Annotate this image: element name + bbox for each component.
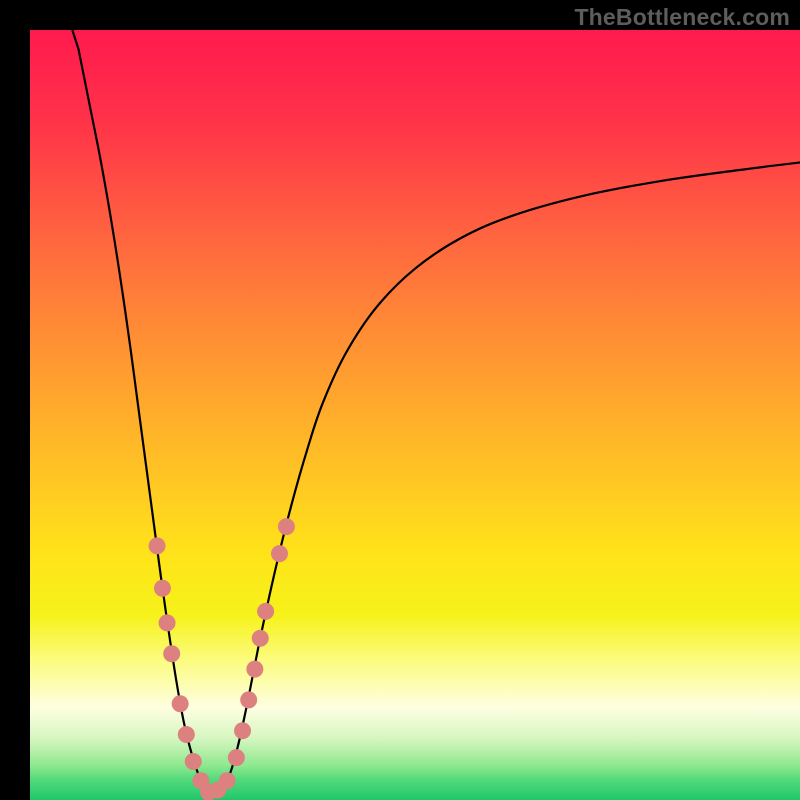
curve-marker [257, 603, 274, 620]
curve-marker [154, 580, 171, 597]
curve-marker [246, 661, 263, 678]
curve-marker [185, 753, 202, 770]
curve-marker [163, 645, 180, 662]
plot-gradient [30, 30, 800, 800]
curve-marker [278, 518, 295, 535]
bottleneck-curve-chart [0, 0, 800, 800]
curve-marker [271, 545, 288, 562]
curve-marker [240, 691, 257, 708]
curve-marker [178, 726, 195, 743]
curve-marker [149, 537, 166, 554]
curve-marker [219, 772, 236, 789]
curve-marker [172, 695, 189, 712]
curve-marker [234, 722, 251, 739]
curve-marker [228, 749, 245, 766]
chart-canvas: TheBottleneck.com [0, 0, 800, 800]
curve-marker [252, 630, 269, 647]
curve-marker [159, 614, 176, 631]
